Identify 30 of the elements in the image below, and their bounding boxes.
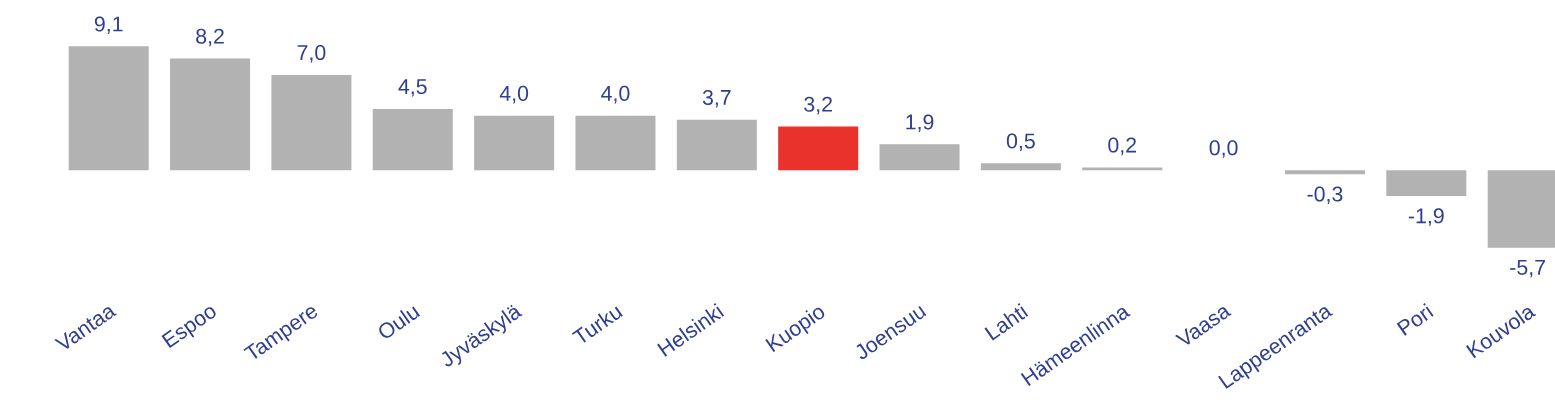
bar: [1284, 170, 1365, 175]
x-tick-label: Pori: [1396, 303, 1434, 336]
data-label: 8,2: [196, 28, 224, 47]
data-label: 1,9: [906, 114, 934, 132]
data-label: 7,0: [297, 44, 326, 63]
data-label: 3,7: [702, 89, 731, 108]
data-label: -1,9: [1408, 208, 1444, 226]
x-tick-label: Oulu: [379, 306, 421, 338]
bar: [170, 58, 251, 171]
data-label: -0,3: [1307, 186, 1343, 205]
bar: [575, 115, 656, 171]
bar: [676, 119, 757, 171]
bar: [879, 144, 960, 171]
data-label: 0,2: [1108, 137, 1136, 156]
bar: [68, 46, 149, 171]
bar: [474, 115, 555, 171]
bar: [271, 74, 352, 171]
bar: [1082, 167, 1163, 171]
data-label: 0,0: [1209, 140, 1238, 158]
data-label: 4,5: [398, 79, 427, 97]
data-label: -5,7: [1510, 259, 1545, 278]
data-label: 9,1: [94, 16, 123, 34]
data-label: 3,2: [804, 96, 832, 115]
data-label: 0,5: [1006, 133, 1035, 152]
bar: [372, 108, 453, 171]
bar: [1386, 170, 1467, 196]
bar: [778, 126, 859, 171]
data-label: 4,0: [601, 85, 630, 104]
data-label: 4,0: [499, 85, 529, 104]
bar: [980, 163, 1061, 171]
